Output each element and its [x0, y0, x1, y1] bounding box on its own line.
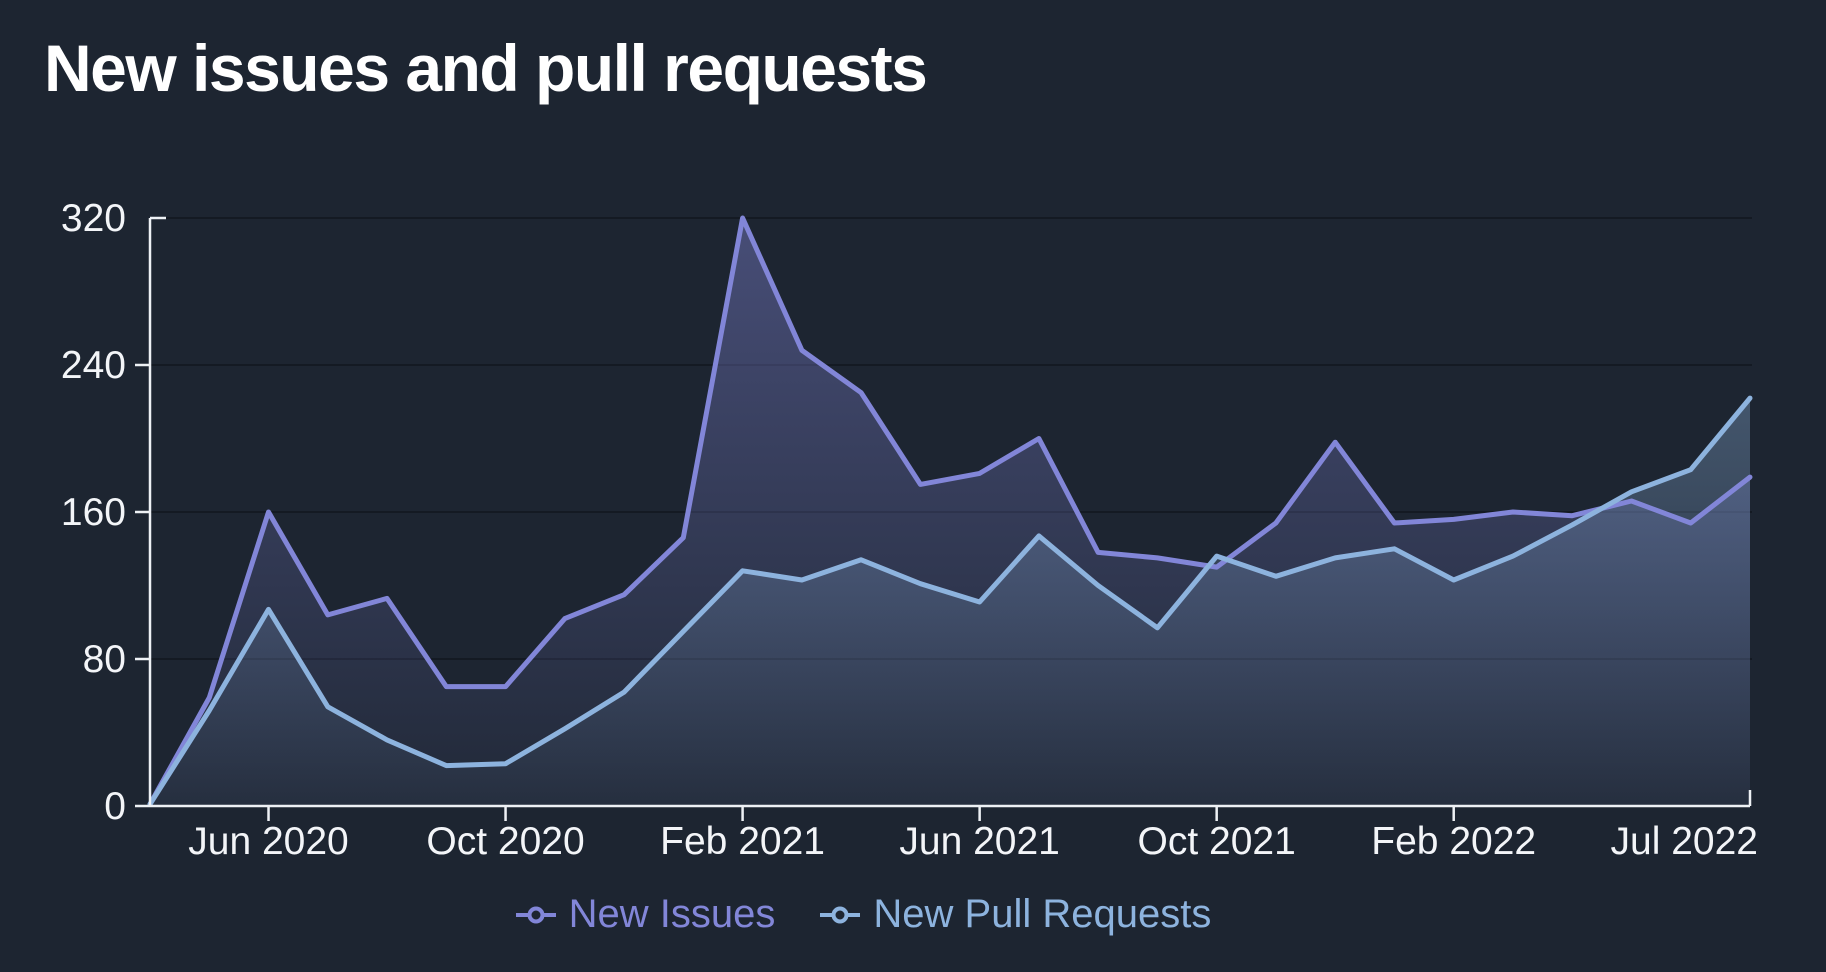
x-axis-label: Oct 2021 [1138, 820, 1296, 863]
y-axis-label: 80 [83, 638, 126, 681]
y-axis-label: 320 [61, 197, 126, 240]
legend: New Issues New Pull Requests [0, 892, 1776, 937]
y-axis-label: 240 [61, 344, 126, 387]
series-line-marker-icon [515, 906, 556, 923]
series-line-new-issues[interactable] [147, 215, 1753, 807]
x-axis-label: Jun 2020 [188, 820, 348, 863]
series-line-new-pull-requests[interactable] [147, 395, 1753, 807]
plot-area: 0 80 160 240 320 Jun 2020 Oct 2020 Feb 2021 Jun … [61, 197, 1758, 863]
legend-label-new-pull-requests: New Pull Requests [873, 892, 1212, 936]
series-area-new-pull-requests [150, 398, 1750, 806]
y-axis-label: 0 [104, 785, 126, 828]
chart-title: New issues and pull requests [44, 31, 928, 105]
x-axis-label: Jul 2022 [1611, 820, 1758, 863]
x-axis-label: Oct 2020 [426, 820, 584, 863]
x-axis-label: Feb 2022 [1371, 820, 1536, 863]
y-axis-label: 160 [61, 491, 126, 534]
legend-item-new-pull-requests[interactable]: New Pull Requests [819, 892, 1211, 937]
series-line-marker-icon [820, 906, 861, 923]
legend-item-new-issues[interactable]: New Issues [515, 892, 776, 937]
x-axis-label: Jun 2021 [899, 820, 1059, 863]
legend-label-new-issues: New Issues [568, 892, 776, 936]
x-axis-label: Feb 2021 [660, 820, 825, 863]
